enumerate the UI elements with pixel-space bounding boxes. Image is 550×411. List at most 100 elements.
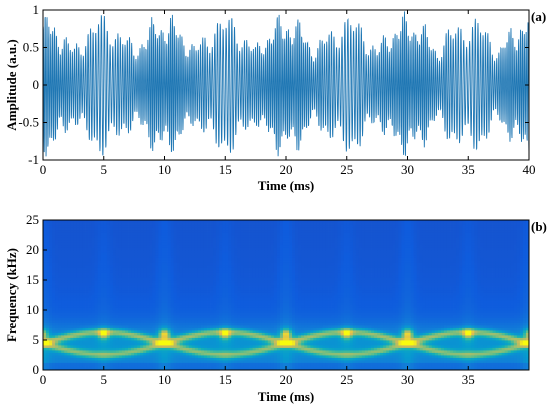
heatmap-cell: [228, 325, 232, 328]
heatmap-cell: [161, 257, 165, 261]
heatmap-cell: [228, 305, 232, 308]
heatmap-cell: [158, 340, 162, 343]
heatmap-cell: [279, 352, 284, 356]
heatmap-cell: [100, 302, 105, 306]
heatmap-cell: [267, 302, 272, 306]
heatmap-cell: [207, 352, 211, 356]
heatmap-cell: [103, 302, 108, 306]
heatmap-cell: [58, 337, 62, 341]
heatmap-cell: [225, 360, 229, 363]
heatmap-cell: [128, 222, 132, 226]
heatmap-cell: [173, 330, 178, 333]
heatmap-cell: [97, 242, 102, 246]
heatmap-cell: [137, 320, 141, 323]
heatmap-cell: [155, 337, 159, 341]
heatmap-cell: [246, 327, 250, 331]
heatmap-cell: [228, 222, 232, 226]
heatmap-cell: [197, 350, 202, 353]
heatmap-cell: [179, 352, 184, 356]
heatmap-cell: [194, 280, 199, 283]
heatmap-cell: [258, 362, 263, 366]
heatmap-cell: [134, 290, 138, 293]
heatmap-cell: [213, 242, 217, 246]
heatmap-cell: [79, 357, 83, 361]
x-tick-label: 40: [523, 162, 536, 177]
heatmap-cell: [134, 362, 138, 366]
heatmap-cell: [246, 277, 250, 281]
heatmap-cell: [158, 262, 162, 266]
heatmap-cell: [188, 240, 193, 243]
heatmap-cell: [128, 305, 132, 308]
heatmap-cell: [179, 240, 184, 243]
heatmap-cell: [131, 267, 135, 271]
heatmap-cell: [286, 320, 290, 323]
heatmap-cell: [140, 300, 144, 303]
heatmap-cell: [210, 232, 214, 236]
heatmap-cell: [286, 280, 290, 283]
heatmap-cell: [149, 340, 153, 343]
heatmap-cell: [231, 325, 235, 328]
heatmap-cell: [121, 307, 126, 311]
heatmap-cell: [255, 245, 260, 248]
heatmap-cell: [182, 250, 187, 253]
heatmap-cell: [267, 280, 272, 283]
heatmap-cell: [197, 282, 202, 286]
heatmap-cell: [143, 352, 147, 356]
heatmap-cell: [137, 287, 141, 291]
heatmap-cell: [76, 265, 80, 268]
heatmap-cell: [85, 307, 89, 311]
heatmap-cell: [76, 267, 80, 271]
heatmap-cell: [237, 290, 241, 293]
heatmap-cell: [255, 275, 260, 278]
heatmap-cell: [143, 262, 147, 266]
heatmap-cell: [207, 232, 211, 236]
heatmap-cell: [85, 355, 89, 358]
heatmap-cell: [100, 240, 105, 243]
heatmap-cell: [231, 312, 235, 316]
heatmap-cell: [115, 300, 120, 303]
heatmap-cell: [106, 285, 111, 288]
heatmap-cell: [185, 220, 190, 223]
heatmap-cell: [49, 317, 53, 321]
heatmap-cell: [249, 365, 253, 368]
heatmap-cell: [140, 320, 144, 323]
heatmap-cell: [82, 242, 86, 246]
heatmap-cell: [261, 365, 266, 368]
heatmap-cell: [246, 305, 250, 308]
heatmap-cell: [131, 297, 135, 301]
heatmap-cell: [264, 247, 269, 251]
heatmap-cell: [270, 290, 275, 293]
heatmap-cell: [225, 302, 229, 306]
heatmap-cell: [82, 310, 86, 313]
heatmap-cell: [58, 350, 62, 353]
heatmap-cell: [55, 315, 59, 318]
heatmap-cell: [194, 237, 199, 241]
heatmap-cell: [109, 300, 114, 303]
heatmap-cell: [228, 367, 232, 371]
heatmap-cell: [200, 245, 205, 248]
heatmap-cell: [118, 270, 123, 273]
heatmap-cell: [79, 300, 83, 303]
heatmap-cell: [143, 320, 147, 323]
heatmap-cell: [112, 265, 117, 268]
heatmap-cell: [203, 330, 208, 333]
heatmap-cell: [267, 242, 272, 246]
heatmap-cell: [67, 292, 71, 296]
heatmap-cell: [82, 262, 86, 266]
heatmap-cell: [273, 355, 278, 358]
heatmap-cell: [88, 320, 92, 323]
heatmap-cell: [149, 337, 153, 341]
heatmap-cell: [140, 247, 144, 251]
heatmap-cell: [76, 337, 80, 341]
heatmap-cell: [237, 335, 241, 338]
heatmap-cell: [91, 305, 96, 308]
heatmap-cell: [231, 302, 235, 306]
heatmap-cell: [73, 227, 77, 231]
heatmap-cell: [94, 357, 99, 361]
heatmap-cell: [55, 362, 59, 366]
heatmap-cell: [97, 225, 102, 228]
heatmap-cell: [252, 230, 257, 233]
heatmap-cell: [191, 335, 196, 338]
heatmap-cell: [70, 297, 74, 301]
heatmap-cell: [255, 330, 260, 333]
